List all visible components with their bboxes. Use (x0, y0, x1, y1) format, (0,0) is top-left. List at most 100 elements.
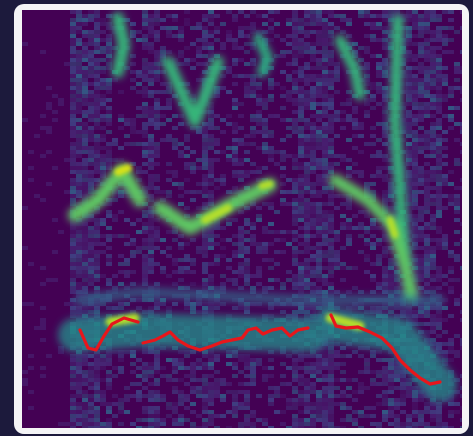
noise-cell (334, 386, 340, 390)
noise-cell (310, 18, 316, 22)
noise-cell (328, 74, 334, 78)
noise-cell (208, 418, 214, 422)
noise-cell (424, 270, 430, 274)
noise-cell (280, 202, 286, 206)
noise-cell (40, 338, 46, 342)
noise-cell (88, 282, 94, 286)
noise-cell (268, 26, 274, 30)
noise-cell (322, 170, 328, 174)
noise-cell (238, 126, 244, 130)
noise-cell (448, 10, 454, 14)
noise-cell (280, 250, 286, 254)
noise-cell (316, 102, 322, 106)
noise-cell (70, 278, 76, 282)
noise-cell (268, 154, 274, 158)
noise-cell (292, 230, 298, 234)
noise-cell (40, 126, 46, 130)
noise-cell (436, 354, 442, 358)
noise-cell (370, 14, 376, 18)
noise-cell (178, 38, 184, 42)
noise-cell (82, 398, 88, 402)
noise-cell (304, 30, 310, 34)
noise-cell (298, 50, 304, 54)
noise-cell (76, 350, 82, 354)
noise-cell (382, 282, 388, 286)
noise-cell (244, 374, 250, 378)
noise-cell (310, 226, 316, 230)
noise-cell (286, 118, 292, 122)
noise-cell (310, 114, 316, 118)
noise-cell (190, 378, 196, 382)
noise-cell (454, 254, 460, 258)
noise-cell (148, 194, 154, 198)
noise-cell (358, 150, 364, 154)
noise-cell (322, 10, 328, 14)
noise-cell (442, 358, 448, 362)
noise-cell (436, 182, 442, 186)
noise-cell (82, 82, 88, 86)
noise-cell (148, 250, 154, 254)
noise-cell (190, 258, 196, 262)
noise-cell (232, 218, 238, 222)
noise-cell (406, 110, 412, 114)
noise-cell (436, 134, 442, 138)
noise-cell (148, 406, 154, 410)
noise-cell (280, 54, 286, 58)
noise-cell (112, 414, 118, 418)
noise-cell (76, 170, 82, 174)
noise-cell (244, 266, 250, 270)
noise-cell (382, 278, 388, 282)
noise-cell (388, 34, 394, 38)
noise-cell (70, 382, 76, 386)
noise-cell (100, 18, 106, 22)
noise-cell (310, 210, 316, 214)
noise-cell (406, 58, 412, 62)
noise-cell (370, 54, 376, 58)
noise-cell (364, 98, 370, 102)
noise-cell (202, 38, 208, 42)
noise-cell (70, 250, 76, 254)
noise-cell (82, 14, 88, 18)
noise-cell (382, 106, 388, 110)
noise-cell (394, 258, 400, 262)
noise-cell (304, 94, 310, 98)
noise-cell (430, 94, 436, 98)
noise-cell (88, 30, 94, 34)
noise-cell (304, 22, 310, 26)
noise-cell (250, 46, 256, 50)
noise-cell (106, 90, 112, 94)
noise-cell (436, 350, 442, 354)
noise-cell (154, 178, 160, 182)
noise-cell (448, 278, 454, 282)
noise-cell (262, 150, 268, 154)
noise-cell (196, 426, 202, 428)
noise-cell (418, 102, 424, 106)
noise-cell (100, 234, 106, 238)
noise-cell (70, 254, 76, 258)
noise-cell (106, 354, 112, 358)
noise-cell (178, 390, 184, 394)
noise-cell (406, 30, 412, 34)
noise-cell (106, 82, 112, 86)
noise-cell (244, 50, 250, 54)
noise-cell (76, 50, 82, 54)
noise-cell (196, 366, 202, 370)
noise-cell (424, 210, 430, 214)
noise-cell (340, 394, 346, 398)
noise-cell (280, 138, 286, 142)
noise-cell (256, 270, 262, 274)
noise-cell (142, 350, 148, 354)
noise-cell (88, 410, 94, 414)
noise-cell (454, 138, 460, 142)
noise-cell (226, 90, 232, 94)
noise-cell (376, 154, 382, 158)
noise-cell (94, 238, 100, 242)
noise-cell (346, 158, 352, 162)
noise-cell (208, 198, 214, 202)
noise-cell (436, 122, 442, 126)
noise-cell (364, 226, 370, 230)
noise-cell (94, 166, 100, 170)
noise-cell (298, 78, 304, 82)
noise-cell (322, 306, 328, 310)
noise-cell (148, 34, 154, 38)
